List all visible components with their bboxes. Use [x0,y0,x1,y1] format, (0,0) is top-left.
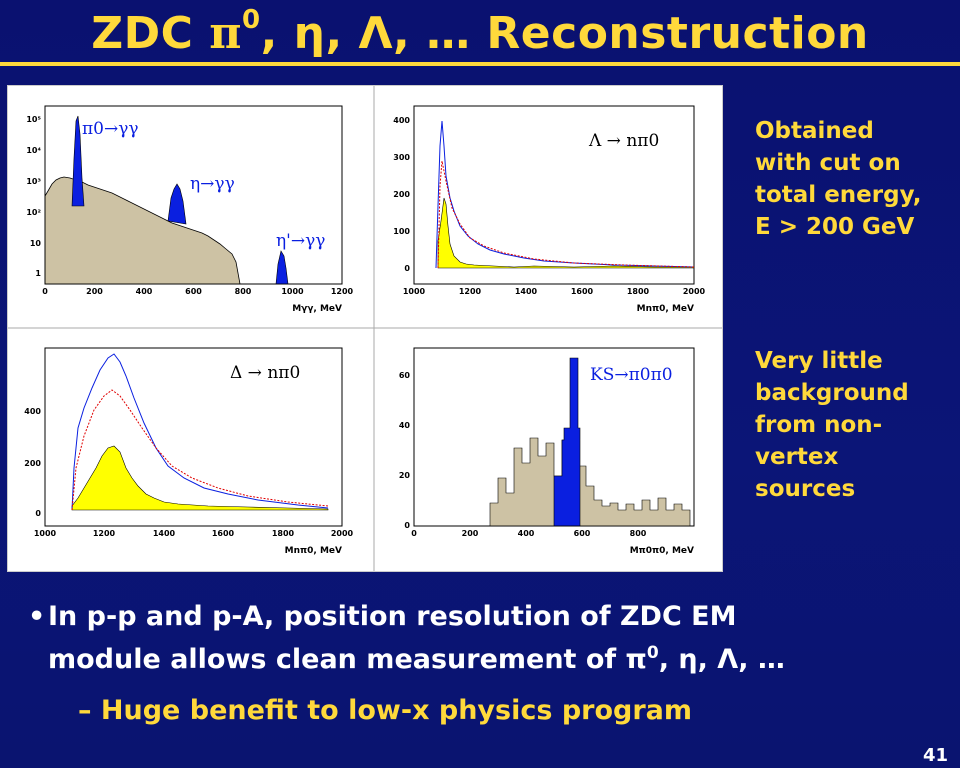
bl-yellow-hist [71,445,329,511]
br-ytick-3: 60 [399,371,411,380]
sub-bullet-text: Huge benefit to low-x physics program [100,695,693,726]
bl-xtick-4: 1800 [272,529,295,538]
main-bullet-line2: module allows clean measurement of π0, η… [48,643,785,675]
side-note-background: Very little background from non- vertex … [755,348,909,502]
bl-xtick-1: 1200 [93,529,116,538]
tl-ytick-3: 10³ [26,177,41,186]
bl-red-dashed [71,389,329,511]
tl-eta-peak [167,183,187,225]
tr-xtick-0: 1000 [403,287,426,296]
side-note-energy-cut: Obtained with cut on total energy, E > 2… [755,118,922,240]
br-xtick-3: 600 [574,529,591,538]
br-xtick-0: 0 [411,529,417,538]
bl-xtick-0: 1000 [34,529,57,538]
bl-ytick-1: 200 [24,459,41,468]
tr-ytick-2: 200 [393,190,410,199]
tl-xtick-5: 1000 [281,287,304,296]
tl-ytick-1: 10 [30,239,42,248]
pad-bottom-left: 1000 1200 1400 1600 1800 2000 0 200 400 … [24,347,354,556]
tl-xtick-6: 1200 [331,287,354,296]
bl-y-ticks: 0 200 400 [24,407,41,518]
tl-x-ticks: 0 200 400 600 800 1000 1200 [42,287,353,296]
tr-xtick-3: 1600 [571,287,594,296]
bl-ytick-2: 400 [24,407,41,416]
br-xtick-2: 400 [518,529,535,538]
tr-x-ticks: 1000 1200 1400 1600 1800 2000 [403,287,706,296]
tr-ytick-3: 300 [393,153,410,162]
tl-xlabel: Mγγ, MeV [292,304,342,314]
tl-ann-eta: η→γγ [190,174,235,194]
tr-xtick-2: 1400 [515,287,538,296]
br-xlabel: Mπ0π0, MeV [630,546,694,556]
br-xtick-4: 800 [630,529,647,538]
pad-bottom-right: 0 200 400 600 800 0 20 40 60 Mπ0π0, MeV … [399,347,695,556]
tl-ytick-2: 10² [26,208,41,217]
tr-xtick-1: 1200 [459,287,482,296]
bl-xtick-3: 1600 [212,529,235,538]
bl-ytick-0: 0 [35,509,41,518]
bl-xtick-5: 2000 [331,529,354,538]
tr-ytick-1: 100 [393,227,410,236]
br-ann-ks: KS→π0π0 [590,365,673,385]
tl-background-hist [44,176,241,285]
slide-title: ZDC π0, η, Λ, … Reconstruction [91,5,869,59]
plots-panel: 0 200 400 600 800 1000 1200 1 10 10² 10³… [7,85,723,572]
pad-top-left: 0 200 400 600 800 1000 1200 1 10 10² 10³… [26,105,354,314]
bullet-marker: • [28,601,46,632]
tl-ytick-5: 10⁵ [26,115,41,124]
page-number: 41 [922,745,948,766]
tl-ann-etap: η'→γγ [276,231,325,251]
tl-ytick-0: 1 [35,269,41,278]
main-bullet: • In p-p and p-A, position resolution of… [28,598,928,678]
tl-xtick-3: 600 [185,287,202,296]
br-ks-peak [553,357,581,527]
br-xtick-1: 200 [462,529,479,538]
tl-pi0-peak [71,115,85,207]
tl-xtick-2: 400 [136,287,153,296]
sub-bullet-dash: – [78,695,92,726]
tl-y-ticks: 1 10 10² 10³ 10⁴ 10⁵ [26,115,41,278]
tl-xtick-0: 0 [42,287,48,296]
bl-blue-outline [71,353,329,511]
tr-xtick-5: 2000 [683,287,706,296]
tr-ytick-0: 0 [404,264,410,273]
tl-xtick-1: 200 [86,287,103,296]
tr-ann-lambda: Λ → nπ0 [588,131,659,151]
tr-xlabel: Mnπ0, MeV [637,304,694,314]
br-background-hist [489,437,691,527]
main-bullet-line1: In p-p and p-A, position resolution of Z… [48,601,737,632]
tr-xtick-4: 1800 [627,287,650,296]
plots-svg: 0 200 400 600 800 1000 1200 1 10 10² 10³… [8,86,722,571]
bl-x-ticks: 1000 1200 1400 1600 1800 2000 [34,529,354,538]
tl-xtick-4: 800 [235,287,252,296]
br-ytick-2: 40 [399,421,411,430]
bl-xtick-2: 1400 [153,529,176,538]
br-y-ticks: 0 20 40 60 [399,371,411,530]
title-divider [0,62,960,66]
tr-red-dashed [437,160,695,269]
bl-ann-delta: Δ → nπ0 [230,363,300,383]
tr-ytick-4: 400 [393,116,410,125]
bl-xlabel: Mnπ0, MeV [285,546,342,556]
br-x-ticks: 0 200 400 600 800 [411,529,647,538]
tl-ytick-4: 10⁴ [26,146,41,155]
sub-bullet: – Huge benefit to low-x physics program [78,695,692,726]
br-ytick-0: 0 [404,521,410,530]
br-ytick-1: 20 [399,471,411,480]
tl-ann-pi0: π0→γγ [82,119,139,139]
tr-yellow-hist [437,197,695,269]
pad-top-right: 1000 1200 1400 1600 1800 2000 0 100 200 … [393,105,706,314]
tr-y-ticks: 0 100 200 300 400 [393,116,410,273]
